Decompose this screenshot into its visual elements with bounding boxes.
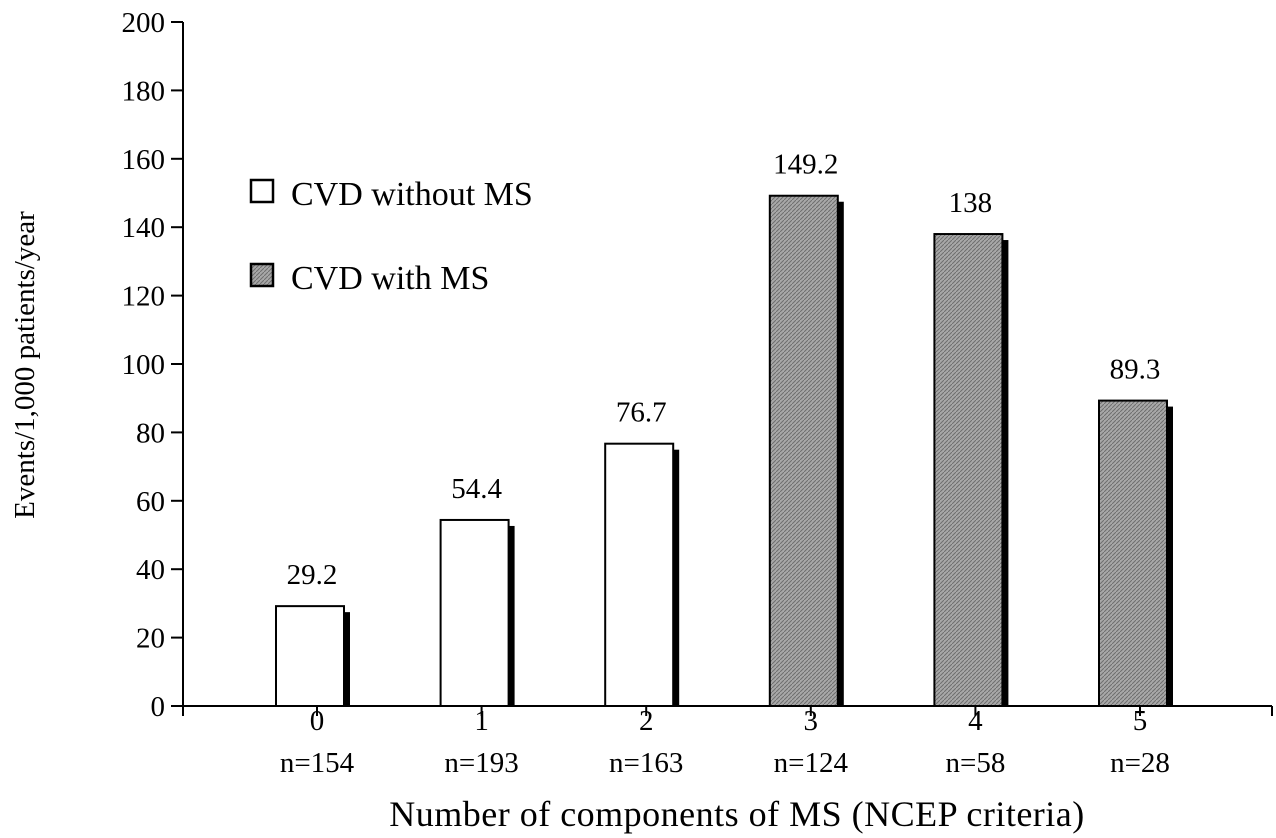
y-tick-label: 40 xyxy=(136,554,165,586)
legend-swatch-without-ms xyxy=(249,178,275,204)
bar-value-label: 138 xyxy=(949,187,993,219)
bar-5 xyxy=(1098,399,1168,707)
legend: CVD without MS CVD with MS xyxy=(249,176,533,297)
y-tick-label: 160 xyxy=(122,144,166,176)
y-tick-label: 120 xyxy=(122,281,166,313)
x-sample-size-label: n=58 xyxy=(945,747,1005,779)
y-tick-label: 140 xyxy=(122,212,166,244)
bar-value-label: 29.2 xyxy=(287,559,338,591)
bar-value-label: 76.7 xyxy=(616,397,667,429)
y-tick-label: 60 xyxy=(136,486,165,518)
x-category-label: 1 xyxy=(474,705,489,737)
bar-value-label: 54.4 xyxy=(451,473,502,505)
x-category-label: 2 xyxy=(639,705,654,737)
x-sample-size-label: n=124 xyxy=(774,747,849,779)
x-axis-title: Number of components of MS (NCEP criteri… xyxy=(389,794,1085,834)
y-tick-label: 20 xyxy=(136,623,165,655)
bar-0 xyxy=(275,605,345,707)
bar-2 xyxy=(604,442,675,707)
y-tick-label: 200 xyxy=(122,7,166,39)
bar-value-label: 89.3 xyxy=(1110,354,1161,386)
y-tick-label: 0 xyxy=(151,691,166,723)
x-category-label: 0 xyxy=(310,705,325,737)
legend-label-with-ms: CVD with MS xyxy=(291,260,489,297)
bar-value-label: 149.2 xyxy=(773,149,838,181)
legend-swatch-with-ms xyxy=(249,262,275,288)
y-tick-label: 180 xyxy=(122,75,166,107)
bar-1 xyxy=(439,518,510,708)
y-tick-label: 100 xyxy=(122,349,166,381)
bar-4 xyxy=(933,233,1004,707)
x-axis-labels: 0 n=154 1 n=193 2 n=163 3 n=124 4 n=58 5 n=28 xyxy=(280,705,1170,779)
x-sample-size-label: n=163 xyxy=(609,747,683,779)
x-category-label: 5 xyxy=(1133,705,1148,737)
x-category-label: 4 xyxy=(968,705,983,737)
y-axis-title: Events/1,000 patients/year xyxy=(9,211,41,519)
x-sample-size-label: n=154 xyxy=(280,747,355,779)
legend-label-without-ms: CVD without MS xyxy=(291,176,533,213)
x-sample-size-label: n=193 xyxy=(444,747,518,779)
y-tick-label: 80 xyxy=(136,417,165,449)
x-sample-size-label: n=28 xyxy=(1110,747,1170,779)
x-category-label: 3 xyxy=(804,705,819,737)
bars: 29.2 54.4 76.7 149.2 138 89.3 xyxy=(275,149,1173,708)
bar-3 xyxy=(768,194,839,707)
axes xyxy=(182,22,1273,716)
y-axis-ticks: 0 20 40 60 80 100 120 140 160 180 200 xyxy=(122,7,183,723)
